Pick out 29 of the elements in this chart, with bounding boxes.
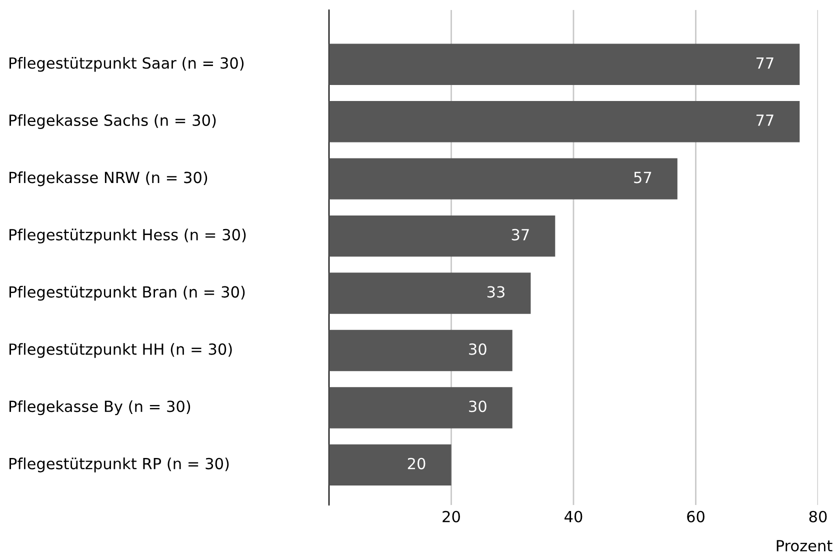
bar: [329, 44, 800, 85]
y-tick-label: Pflegekasse Sachs (n = 30): [10, 114, 216, 129]
data-label: 37: [512, 228, 529, 240]
x-tick-label: 40: [564, 510, 582, 522]
data-label: 30: [469, 343, 486, 355]
bar: [329, 444, 452, 486]
bar: [329, 272, 531, 314]
y-tick-label: Pflegestützpunkt HH (n = 30): [10, 343, 232, 358]
y-tick-label: Pflegekasse NRW (n = 30): [10, 171, 208, 186]
y-tick-label: Pflegestützpunkt Saar (n = 30): [10, 56, 244, 72]
y-tick-label: Pflegestützpunkt Bran (n = 30): [10, 286, 245, 301]
y-tick-label: Pflegekasse By (n = 30): [10, 400, 190, 416]
data-label: 33: [487, 286, 504, 298]
bar: [329, 330, 512, 372]
x-tick-label: 80: [809, 510, 827, 522]
data-label: 77: [756, 114, 774, 126]
x-tick-label: 60: [687, 510, 704, 522]
bar: [329, 215, 556, 257]
bar: [329, 158, 678, 200]
data-label: 30: [469, 400, 486, 412]
y-tick-label: Pflegestützpunkt RP (n = 30): [10, 458, 229, 472]
bar: [329, 100, 800, 142]
x-axis-title: Prozent: [776, 540, 832, 552]
x-tick-label: 20: [442, 510, 460, 522]
data-label: 57: [634, 172, 652, 184]
data-label: 77: [756, 57, 774, 69]
data-label: 20: [408, 458, 426, 470]
y-tick-label: Pflegestützpunkt Hess (n = 30): [10, 228, 246, 244]
bar: [329, 387, 512, 428]
